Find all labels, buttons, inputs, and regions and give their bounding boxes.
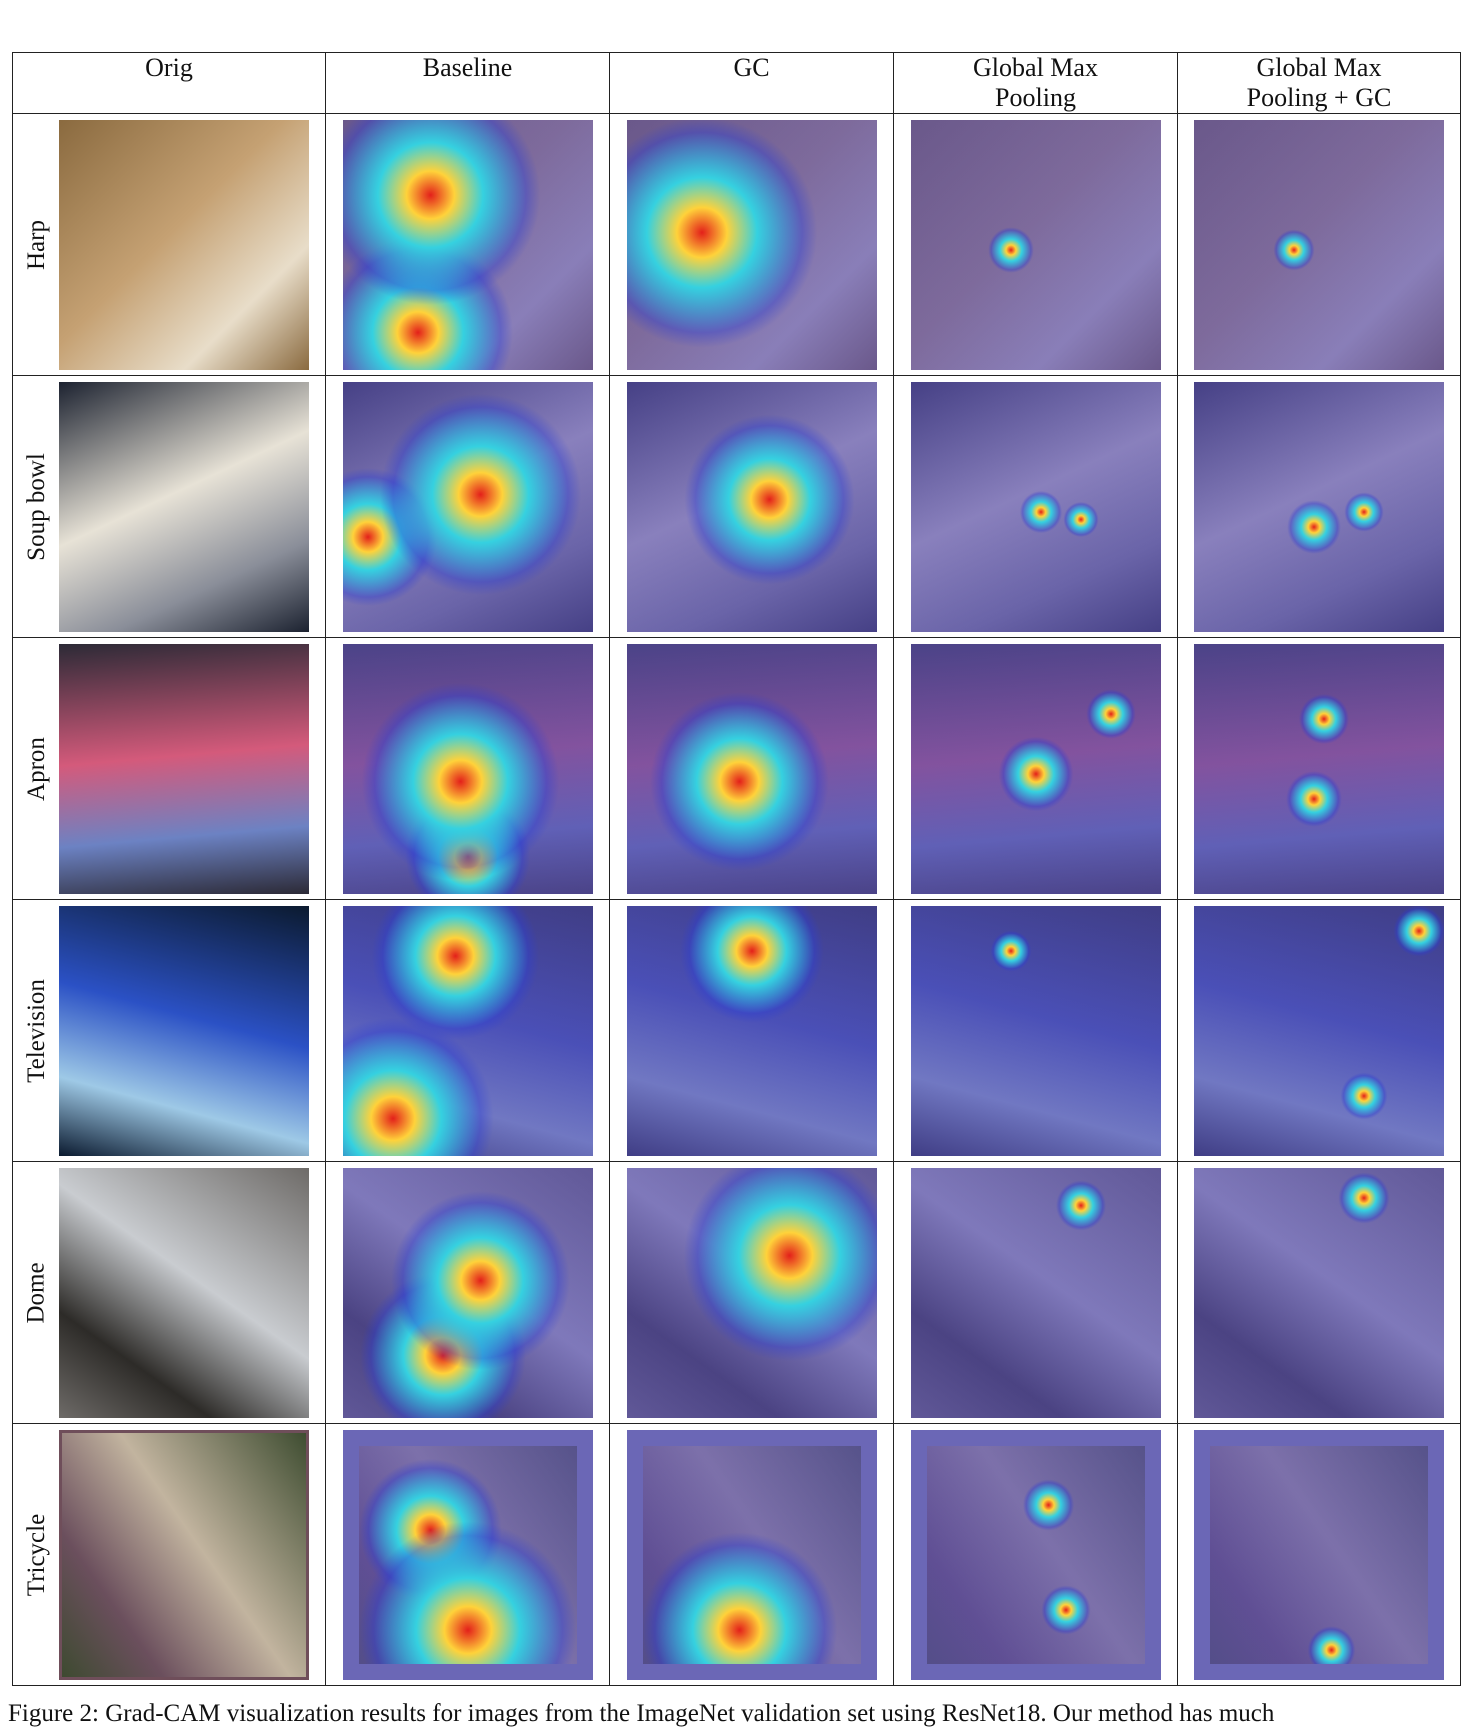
global-max-pooling-gc-cell	[1177, 1161, 1461, 1424]
col-header-baseline: Baseline	[325, 52, 610, 114]
heatmap-image-tricycle-global-max-pooling-gc	[1194, 1429, 1444, 1680]
figure-caption: Figure 2: Grad-CAM visualization results…	[8, 1700, 1275, 1727]
original-image-television	[59, 905, 309, 1156]
heatmap-image-dome-gc	[626, 1167, 877, 1418]
gc-cell	[609, 637, 894, 900]
heatmap-image-tricycle-gc	[626, 1429, 877, 1680]
row-label: Harp	[13, 114, 61, 375]
global-max-pooling-cell	[893, 113, 1178, 376]
orig-cell: Dome	[12, 1161, 326, 1424]
baseline-cell	[325, 637, 610, 900]
gc-cell	[609, 1161, 894, 1424]
baseline-cell	[325, 375, 610, 638]
orig-cell: Apron	[12, 637, 326, 900]
row-label: Apron	[13, 638, 61, 899]
global-max-pooling-cell	[893, 375, 1178, 638]
heatmap-image-apron-global-max-pooling	[910, 643, 1161, 894]
heatmap-image-soup-bowl-global-max-pooling	[910, 381, 1161, 632]
heatmap-image-apron-baseline	[342, 643, 593, 894]
figure-grid: Orig Baseline GC Global Max Pooling Glob…	[12, 52, 1461, 1686]
global-max-pooling-cell	[893, 637, 1178, 900]
row-label: Tricycle	[13, 1424, 61, 1685]
heatmap-image-soup-bowl-baseline	[342, 381, 593, 632]
row-label-text: Apron	[23, 736, 51, 801]
row-label-text: Soup bowl	[23, 452, 50, 561]
original-image-apron	[59, 643, 309, 894]
figure-row: Apron	[12, 637, 1461, 900]
heatmap-image-harp-baseline	[342, 119, 593, 370]
header-row: Orig Baseline GC Global Max Pooling Glob…	[12, 52, 1461, 114]
original-image-tricycle	[59, 1429, 309, 1680]
baseline-cell	[325, 113, 610, 376]
global-max-pooling-gc-cell	[1177, 899, 1461, 1162]
global-max-pooling-gc-cell	[1177, 375, 1461, 638]
heatmap-image-dome-global-max-pooling-gc	[1194, 1167, 1444, 1418]
orig-cell: Television	[12, 899, 326, 1162]
heatmap-image-tricycle-baseline	[342, 1429, 593, 1680]
orig-cell: Soup bowl	[12, 375, 326, 638]
col-header-gc: GC	[609, 52, 894, 114]
orig-cell: Tricycle	[12, 1423, 326, 1686]
original-image-soup-bowl	[59, 381, 309, 632]
row-label-text: Harp	[23, 219, 51, 270]
heatmap-image-dome-global-max-pooling	[910, 1167, 1161, 1418]
heatmap-image-television-global-max-pooling-gc	[1194, 905, 1444, 1156]
heatmap-image-harp-global-max-pooling-gc	[1194, 119, 1444, 370]
global-max-pooling-cell	[893, 1161, 1178, 1424]
global-max-pooling-gc-cell	[1177, 1423, 1461, 1686]
global-max-pooling-gc-cell	[1177, 113, 1461, 376]
row-label: Television	[13, 900, 61, 1161]
heatmap-image-soup-bowl-gc	[626, 381, 877, 632]
global-max-pooling-cell	[893, 1423, 1178, 1686]
figure-row: Dome	[12, 1161, 1461, 1424]
heatmap-image-harp-global-max-pooling	[910, 119, 1161, 370]
row-label-text: Dome	[23, 1261, 51, 1324]
row-label: Soup bowl	[13, 376, 61, 637]
gc-cell	[609, 1423, 894, 1686]
heatmap-image-harp-gc	[626, 119, 877, 370]
col-header-orig: Orig	[12, 52, 326, 114]
baseline-cell	[325, 1161, 610, 1424]
baseline-cell	[325, 1423, 610, 1686]
heatmap-image-television-global-max-pooling	[910, 905, 1161, 1156]
gc-cell	[609, 113, 894, 376]
heatmap-image-dome-baseline	[342, 1167, 593, 1418]
col-header-global-max-pooling-gc: Global Max Pooling + GC	[1177, 52, 1461, 114]
figure-row: Television	[12, 899, 1461, 1162]
heatmap-image-apron-global-max-pooling-gc	[1194, 643, 1444, 894]
row-label-text: Television	[23, 978, 51, 1083]
figure-row: Soup bowl	[12, 375, 1461, 638]
gc-cell	[609, 375, 894, 638]
heatmap-image-television-baseline	[342, 905, 593, 1156]
original-image-harp	[59, 119, 309, 370]
orig-cell: Harp	[12, 113, 326, 376]
gc-cell	[609, 899, 894, 1162]
heatmap-image-soup-bowl-global-max-pooling-gc	[1194, 381, 1444, 632]
heatmap-image-apron-gc	[626, 643, 877, 894]
heatmap-image-television-gc	[626, 905, 877, 1156]
global-max-pooling-cell	[893, 899, 1178, 1162]
heatmap-image-tricycle-global-max-pooling	[910, 1429, 1161, 1680]
figure-row: Tricycle	[12, 1423, 1461, 1686]
row-label: Dome	[13, 1162, 61, 1423]
baseline-cell	[325, 899, 610, 1162]
col-header-global-max-pooling: Global Max Pooling	[893, 52, 1178, 114]
row-label-text: Tricycle	[23, 1513, 50, 1596]
global-max-pooling-gc-cell	[1177, 637, 1461, 900]
original-image-dome	[59, 1167, 309, 1418]
figure-row: Harp	[12, 113, 1461, 376]
